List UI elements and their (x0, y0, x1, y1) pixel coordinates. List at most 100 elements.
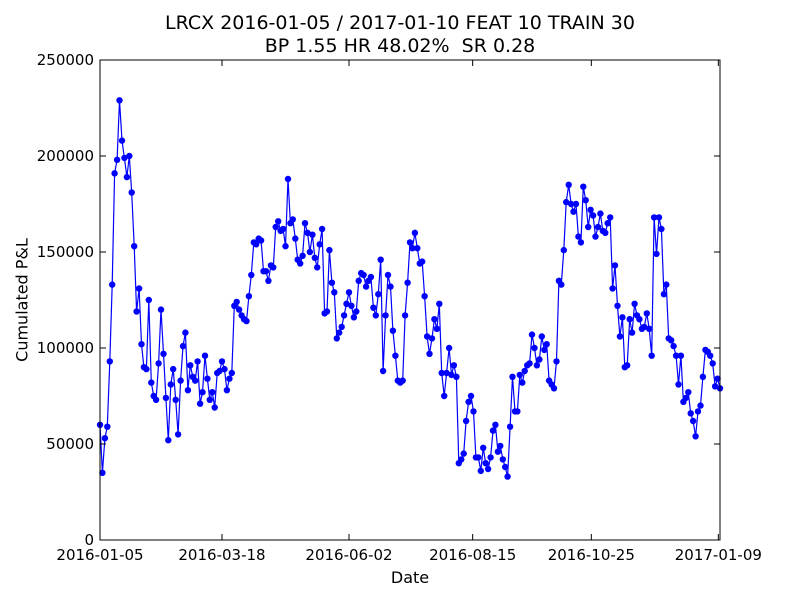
data-point (367, 273, 375, 281)
data-point (423, 333, 431, 340)
data-point (541, 346, 548, 354)
data-point (660, 291, 668, 298)
data-point (611, 262, 619, 269)
data-point (528, 331, 536, 338)
data-point (157, 306, 165, 313)
data-point (436, 300, 443, 307)
data-point (616, 333, 624, 340)
data-point (211, 404, 218, 411)
data-point (516, 371, 523, 379)
data-point (99, 469, 106, 476)
data-point (658, 225, 665, 233)
data-point (311, 254, 318, 261)
data-point (284, 175, 292, 183)
x-tick-label: 2016-03-18 (178, 546, 265, 564)
data-point (309, 231, 316, 238)
data-point (128, 189, 135, 196)
y-tick-label: 100000 (37, 339, 94, 357)
data-point (138, 341, 145, 348)
data-point (597, 210, 604, 217)
data-point (360, 271, 367, 279)
data-point (155, 360, 162, 367)
data-point (272, 223, 279, 231)
data-point (194, 358, 201, 365)
data-point (460, 450, 467, 457)
data-point (187, 362, 194, 369)
data-point (113, 156, 121, 163)
data-point (663, 281, 670, 288)
chart-title: LRCX 2016-01-05 / 2017-01-10 FEAT 10 TRA… (165, 12, 635, 34)
data-point (687, 410, 694, 417)
data-point (685, 389, 692, 396)
data-point (101, 435, 109, 442)
data-point (362, 283, 370, 290)
data-point (318, 225, 326, 233)
data-point (328, 279, 336, 286)
x-tick-label: 2016-08-15 (429, 546, 516, 564)
data-point (431, 316, 438, 323)
x-tick-label: 2017-01-09 (675, 546, 762, 564)
data-point (370, 304, 377, 311)
data-point (148, 379, 155, 386)
data-point (226, 375, 233, 382)
data-point (453, 373, 460, 380)
data-point (563, 198, 570, 206)
data-point (235, 306, 243, 313)
data-point (414, 245, 421, 252)
data-point (152, 396, 160, 403)
data-point (480, 444, 487, 451)
data-point (628, 329, 636, 336)
data-point (109, 281, 116, 288)
data-point (575, 233, 582, 240)
data-point (694, 408, 702, 415)
data-point (345, 289, 353, 296)
x-tick-label: 2016-10-25 (548, 546, 635, 564)
data-point (145, 296, 152, 304)
data-point (314, 264, 321, 271)
data-point (567, 200, 575, 208)
data-point (692, 433, 699, 440)
data-point (162, 394, 170, 402)
data-point (558, 281, 565, 288)
data-point (350, 314, 358, 321)
data-point (404, 279, 411, 286)
data-point (106, 358, 114, 365)
data-point (131, 243, 138, 250)
data-point (697, 402, 704, 409)
axes-layer: 0 50000 100000 150000 200000 250000 2016-01-05… (37, 51, 762, 564)
data-point (653, 250, 660, 258)
data-point (399, 377, 406, 384)
data-point (353, 308, 360, 315)
data-point (292, 235, 299, 242)
data-point (248, 271, 255, 279)
data-point (426, 350, 433, 357)
data-point (111, 170, 118, 177)
data-point (636, 316, 643, 323)
data-point (467, 392, 475, 400)
data-point (699, 373, 707, 380)
data-point (299, 252, 306, 259)
data-point (536, 356, 543, 363)
data-point (253, 241, 260, 248)
data-point (538, 333, 545, 340)
data-point (174, 431, 182, 438)
data-point (209, 389, 216, 396)
data-point (655, 214, 663, 221)
data-point (279, 225, 287, 233)
data-point (509, 373, 516, 380)
data-point (192, 377, 199, 384)
data-point (619, 314, 626, 321)
data-point (355, 277, 362, 284)
data-point (526, 360, 533, 367)
data-point (221, 365, 228, 373)
data-point (104, 423, 111, 430)
data-point (306, 248, 314, 256)
data-point (650, 214, 658, 221)
data-point (216, 367, 223, 375)
x-tick-label: 2016-06-02 (305, 546, 392, 564)
data-point (135, 285, 143, 292)
data-point (387, 283, 394, 290)
data-point (707, 352, 714, 359)
data-point (675, 381, 682, 388)
data-point (441, 392, 448, 400)
